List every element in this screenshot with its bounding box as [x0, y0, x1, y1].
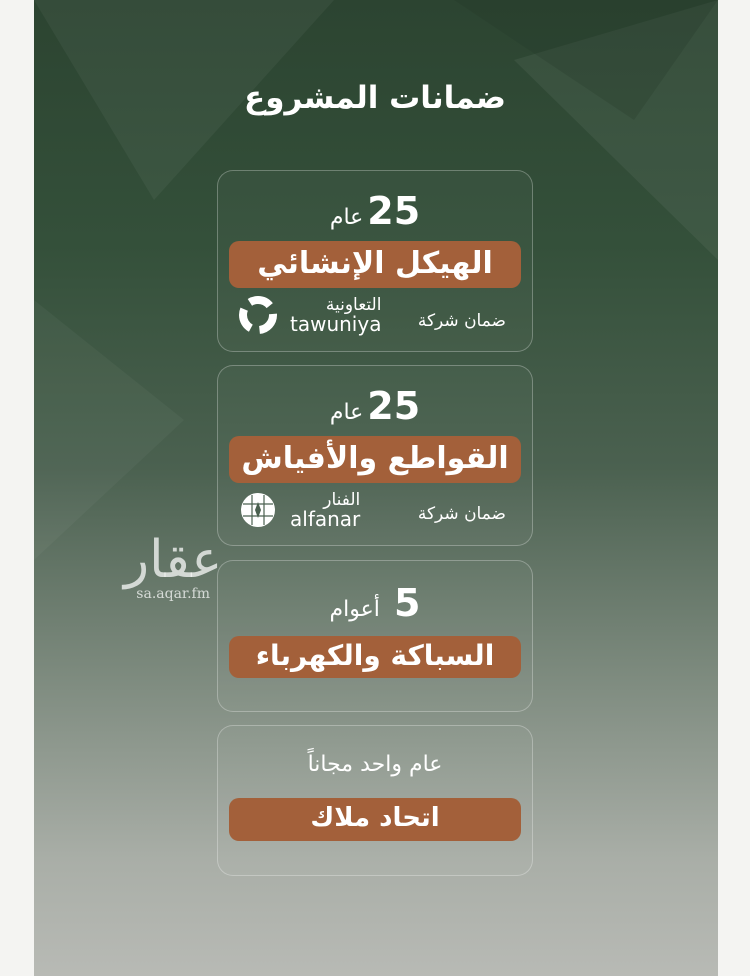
- guarantee-label: السباكة والكهرباء: [229, 636, 521, 678]
- company-name-en: alfanar: [290, 506, 361, 531]
- page-title: ضمانات المشروع: [244, 80, 506, 116]
- years-number: 25: [367, 384, 421, 428]
- company-name-en: tawuniya: [290, 311, 382, 336]
- guarantee-label: القواطع والأفياش: [229, 436, 521, 483]
- years-number: 5: [394, 581, 421, 625]
- years-unit: عام: [329, 205, 364, 230]
- duration: 5 أعوام: [218, 581, 532, 625]
- duration-text: عام واحد مجاناً: [307, 752, 443, 777]
- tawuniya-icon: [239, 296, 277, 334]
- alfanar-icon: [241, 493, 275, 527]
- alfanar-logo: الفنار alfanar: [238, 490, 360, 530]
- company-name-ar: الفنار: [323, 489, 361, 510]
- guarantee-card-switches: 25عام القواطع والأفياش ضمان شركة الفنار a…: [217, 365, 533, 546]
- guarantee-card-owners-association: عام واحد مجاناً اتحاد ملاك: [217, 725, 533, 876]
- guarantee-text: ضمان شركة: [417, 311, 506, 331]
- guarantee-card-structure: 25عام الهيكل الإنشائي ضمان شركة التعاوني…: [217, 170, 533, 352]
- decorative-facets: [34, 0, 718, 260]
- duration: 25عام: [218, 189, 532, 233]
- guarantee-card-plumbing: 5 أعوام السباكة والكهرباء: [217, 560, 533, 712]
- guarantee-label: اتحاد ملاك: [229, 798, 521, 841]
- years-unit: عام: [329, 400, 364, 425]
- company-name-ar: التعاونية: [325, 294, 382, 315]
- aqar-watermark: عقار sa.aqar.fm: [124, 534, 222, 602]
- tawuniya-logo: التعاونية tawuniya: [238, 295, 381, 335]
- guarantee-text: ضمان شركة: [417, 504, 506, 524]
- years-unit: أعوام: [329, 597, 380, 622]
- watermark-ar: عقار: [124, 530, 223, 590]
- guarantee-label: الهيكل الإنشائي: [229, 241, 521, 288]
- years-number: 25: [367, 189, 421, 233]
- duration: 25عام: [218, 384, 532, 428]
- watermark-url: sa.aqar.fm: [136, 586, 210, 602]
